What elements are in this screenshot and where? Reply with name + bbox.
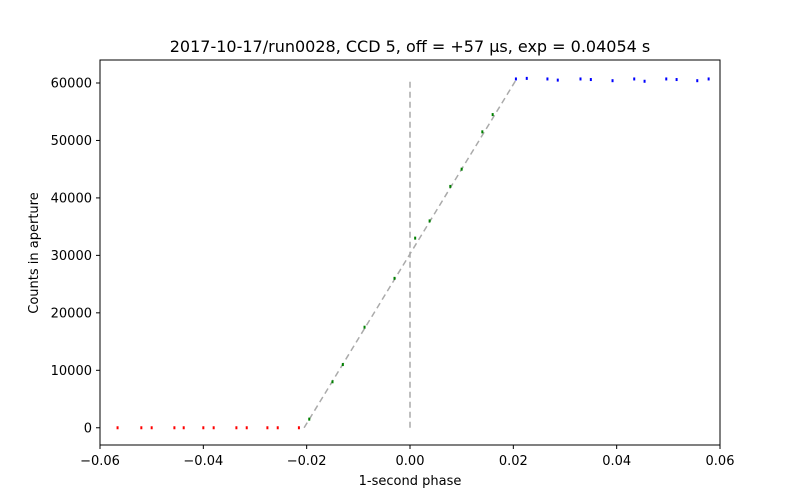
data-point-s1-5 <box>414 236 417 240</box>
y-tick-label-0: 0 <box>84 421 92 436</box>
data-point-s0-10 <box>276 426 279 430</box>
plot-area <box>116 76 710 430</box>
data-point-s0-8 <box>245 426 248 430</box>
y-tick-label-5: 50000 <box>51 134 92 149</box>
x-tick-label-3: 0.00 <box>396 454 425 469</box>
y-tick-label-1: 10000 <box>51 364 92 379</box>
data-point-s0-11 <box>297 426 300 430</box>
data-point-s2-4 <box>579 77 582 81</box>
x-tick-label-4: 0.02 <box>499 454 528 469</box>
data-point-s1-3 <box>363 325 366 329</box>
data-point-s2-3 <box>556 78 559 82</box>
data-point-s2-6 <box>611 79 614 83</box>
data-point-s1-2 <box>341 363 344 367</box>
data-point-s2-9 <box>665 77 668 81</box>
data-point-s0-2 <box>150 426 153 430</box>
x-tick-label-0: −0.06 <box>80 454 120 469</box>
data-point-s1-10 <box>491 113 494 117</box>
data-point-s2-2 <box>546 77 549 81</box>
data-point-s2-11 <box>696 79 699 83</box>
x-tick-label-5: 0.04 <box>602 454 631 469</box>
axes-ticks: −0.06 −0.04 −0.02 0.00 0.02 0.04 0.06 0 10000 200… <box>51 76 735 469</box>
data-point-s1-6 <box>428 219 431 223</box>
data-point-s0-6 <box>212 426 215 430</box>
x-tick-label-2: −0.02 <box>287 454 327 469</box>
data-point-s1-1 <box>331 380 334 384</box>
y-axis-label: Counts in aperture <box>27 192 42 313</box>
y-tick-label-6: 60000 <box>51 76 92 91</box>
x-tick-label-6: 0.06 <box>706 454 735 469</box>
data-point-s2-7 <box>633 77 636 81</box>
data-point-s1-9 <box>481 130 484 134</box>
data-point-s2-5 <box>589 78 592 82</box>
data-point-s0-4 <box>182 426 185 430</box>
data-point-s0-0 <box>116 426 119 430</box>
data-point-s2-12 <box>707 77 710 81</box>
data-point-s2-8 <box>643 79 646 83</box>
data-point-s1-0 <box>308 417 311 421</box>
data-point-s0-7 <box>235 426 238 430</box>
chart-title: 2017-10-17/run0028, CCD 5, off = +57 μs,… <box>170 37 651 56</box>
y-tick-label-2: 20000 <box>51 306 92 321</box>
data-point-s2-10 <box>675 78 678 82</box>
y-tick-label-3: 30000 <box>51 249 92 264</box>
data-point-s2-1 <box>525 76 528 80</box>
data-point-s0-5 <box>202 426 205 430</box>
data-point-s0-9 <box>266 426 269 430</box>
x-tick-label-1: −0.04 <box>183 454 223 469</box>
x-axis-label: 1-second phase <box>359 474 462 489</box>
y-tick-label-4: 40000 <box>51 191 92 206</box>
data-point-s1-7 <box>449 184 452 188</box>
data-point-s0-1 <box>140 426 143 430</box>
data-point-s1-4 <box>393 276 396 280</box>
data-point-s1-8 <box>460 167 463 171</box>
data-point-s0-3 <box>173 426 176 430</box>
data-point-s2-0 <box>514 77 517 81</box>
